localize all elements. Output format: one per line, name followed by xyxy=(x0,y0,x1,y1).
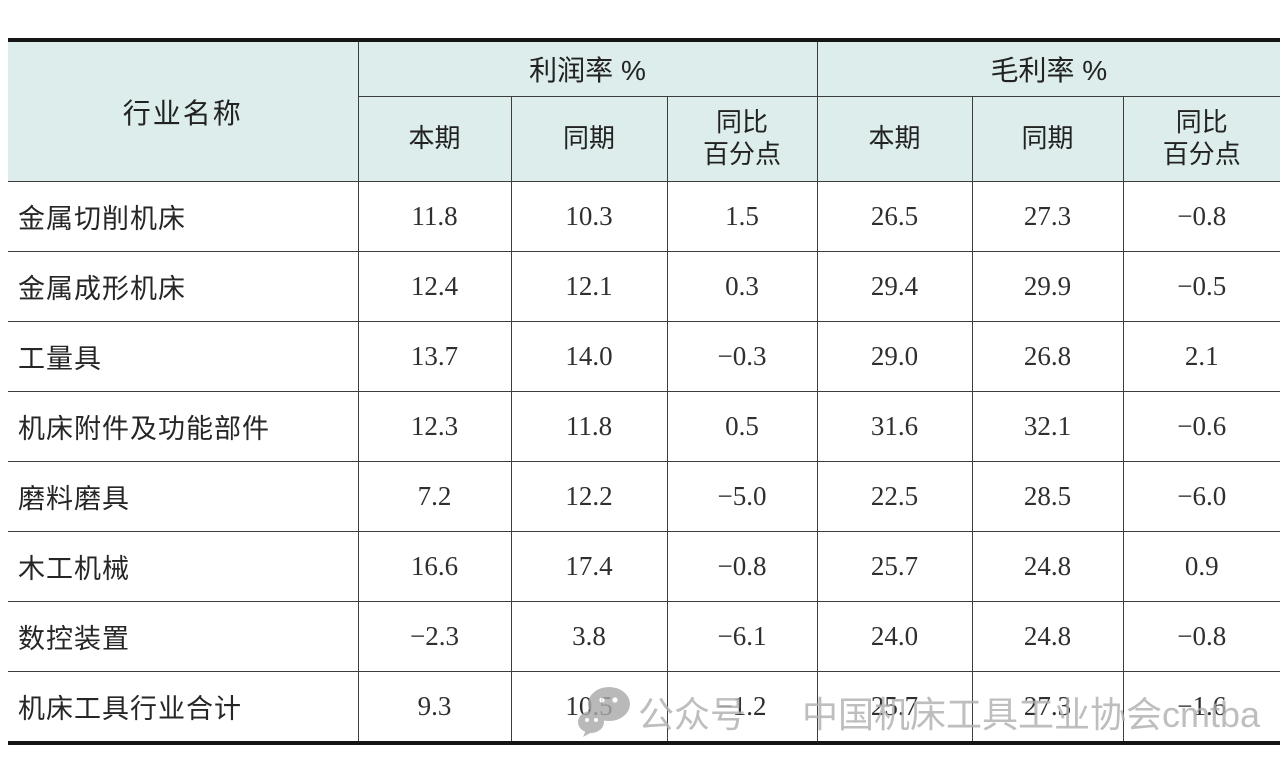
table-cell: 26.8 xyxy=(971,321,1124,392)
row-industry-name: 金属切削机床 xyxy=(8,181,359,252)
table-cell: 24.8 xyxy=(971,531,1124,602)
table-cell: −6.0 xyxy=(1122,461,1280,532)
table-cell: 16.6 xyxy=(357,531,512,602)
table-cell: −0.5 xyxy=(1122,251,1280,322)
table-cell: 0.9 xyxy=(1122,531,1280,602)
table-cell: 1.5 xyxy=(666,181,818,252)
table-row: 金属切削机床 11.8 10.3 1.5 26.5 27.3 −0.8 xyxy=(8,181,1280,252)
header-group-row: 行业名称 利润率 % 毛利率 % xyxy=(8,39,1280,182)
table-cell: 14.0 xyxy=(510,321,668,392)
table-cell: 7.2 xyxy=(357,461,512,532)
table-cell: 12.1 xyxy=(510,251,668,322)
header-profit-current: 本期 xyxy=(358,96,512,182)
table-row: 金属成形机床 12.4 12.1 0.3 29.4 29.9 −0.5 xyxy=(8,251,1280,322)
table-cell: 24.0 xyxy=(816,601,973,672)
table-cell: −0.8 xyxy=(666,531,818,602)
table-cell: 9.3 xyxy=(357,671,512,744)
header-yoy-line1: 同比 xyxy=(716,108,769,138)
table-cell: −6.1 xyxy=(666,601,818,672)
row-industry-name: 数控装置 xyxy=(8,601,359,672)
table-body: 金属切削机床 11.8 10.3 1.5 26.5 27.3 −0.8 金属成形… xyxy=(8,181,1280,744)
row-industry-name: 磨料磨具 xyxy=(8,461,359,532)
table-row: 工量具 13.7 14.0 −0.3 29.0 26.8 2.1 xyxy=(8,321,1280,392)
header-yoy-line2: 百分点 xyxy=(1162,140,1241,169)
table-cell: 29.4 xyxy=(816,251,973,322)
table-row: 磨料磨具 7.2 12.2 −5.0 22.5 28.5 −6.0 xyxy=(8,461,1280,532)
table-cell: 13.7 xyxy=(357,321,512,392)
header-gross-margin-group: 毛利率 % xyxy=(816,39,1280,97)
table-cell: 12.2 xyxy=(510,461,668,532)
row-industry-name: 金属成形机床 xyxy=(8,251,359,322)
table-cell: 24.8 xyxy=(971,601,1124,672)
table-cell: −0.8 xyxy=(1122,181,1280,252)
header-industry-name: 行业名称 xyxy=(8,39,359,182)
table-cell: 0.5 xyxy=(666,391,818,462)
header-gross-yoy: 同比 百分点 xyxy=(1122,96,1280,182)
table-cell: −2.3 xyxy=(357,601,512,672)
header-profit-rate-group: 利润率 % xyxy=(357,39,818,97)
header-yoy-line2: 百分点 xyxy=(703,140,782,169)
header-gross-current: 本期 xyxy=(816,96,973,182)
table-cell: −0.8 xyxy=(1122,601,1280,672)
table-cell: 27.3 xyxy=(971,671,1124,744)
table-cell: 2.1 xyxy=(1122,321,1280,392)
table-cell: 29.9 xyxy=(971,251,1124,322)
table-cell: 12.4 xyxy=(357,251,512,322)
table-cell: −5.0 xyxy=(666,461,818,532)
table-cell: 10.3 xyxy=(510,181,668,252)
table-row: 数控装置 −2.3 3.8 −6.1 24.0 24.8 −0.8 xyxy=(8,601,1280,672)
row-industry-name: 工量具 xyxy=(8,321,359,392)
table-cell: 25.7 xyxy=(816,531,973,602)
table-row: 机床附件及功能部件 12.3 11.8 0.5 31.6 32.1 −0.6 xyxy=(8,391,1280,462)
table-cell: 27.3 xyxy=(971,181,1124,252)
table-cell: 22.5 xyxy=(816,461,973,532)
table-cell: 17.4 xyxy=(510,531,668,602)
table-cell: 26.5 xyxy=(816,181,973,252)
row-industry-name: 机床工具行业合计 xyxy=(8,671,359,744)
header-sub-row: 本期 同期 同比 百分点 本期 同期 同比 百分点 xyxy=(8,96,1280,182)
table-cell: −0.6 xyxy=(1122,391,1280,462)
table-cell: 28.5 xyxy=(971,461,1124,532)
row-industry-name: 机床附件及功能部件 xyxy=(8,391,359,462)
table-cell: 32.1 xyxy=(971,391,1124,462)
table-cell: 11.8 xyxy=(510,391,668,462)
table-cell: −1.6 xyxy=(1122,671,1280,744)
table-cell: −0.3 xyxy=(666,321,818,392)
industry-profit-table: 行业名称 利润率 % 毛利率 % 本期 同期 同比 百分点 本期 同期 同比 百… xyxy=(8,38,1280,745)
table-cell: 12.3 xyxy=(357,391,512,462)
header-profit-prior: 同期 xyxy=(510,96,668,182)
header-yoy-line1: 同比 xyxy=(1175,108,1228,138)
table-header: 行业名称 利润率 % 毛利率 % 本期 同期 同比 百分点 本期 同期 同比 百… xyxy=(8,39,1280,182)
table-cell: 25.7 xyxy=(816,671,973,744)
header-profit-yoy: 同比 百分点 xyxy=(666,96,818,182)
table-cell: 3.8 xyxy=(510,601,668,672)
table-row: 木工机械 16.6 17.4 −0.8 25.7 24.8 0.9 xyxy=(8,531,1280,602)
row-industry-name: 木工机械 xyxy=(8,531,359,602)
table-cell: 0.3 xyxy=(666,251,818,322)
table-cell: 11.8 xyxy=(357,181,512,252)
header-gross-prior: 同期 xyxy=(971,96,1124,182)
table-row: 机床工具行业合计 9.3 10.5 −1.2 25.7 27.3 −1.6 xyxy=(8,671,1280,744)
table-cell: −1.2 xyxy=(666,671,818,744)
table-cell: 29.0 xyxy=(816,321,973,392)
table-cell: 10.5 xyxy=(510,671,668,744)
table-cell: 31.6 xyxy=(816,391,973,462)
